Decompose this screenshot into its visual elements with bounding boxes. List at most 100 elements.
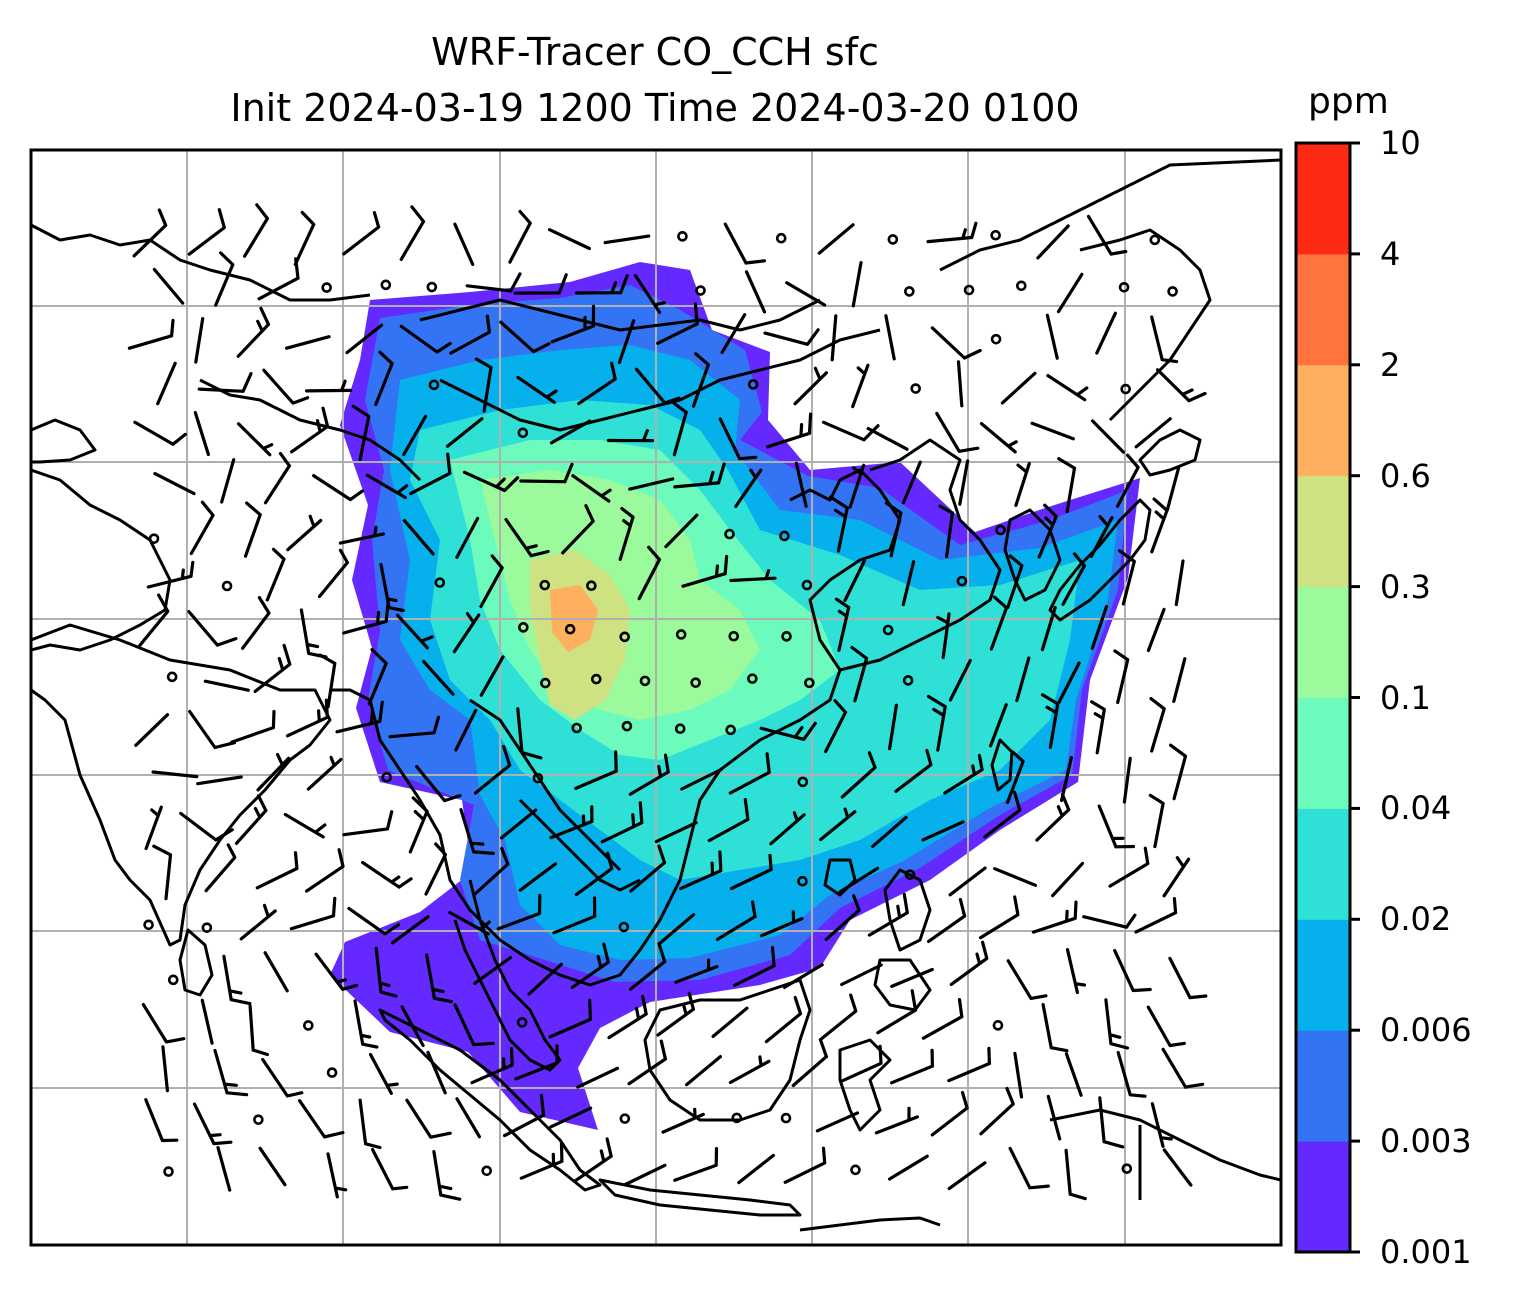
- wind-barb: [871, 816, 908, 848]
- calm-wind-circle: [481, 1165, 492, 1177]
- wind-barb: [358, 1098, 382, 1150]
- calm-wind-circle: [166, 671, 178, 683]
- wind-barb: [674, 958, 719, 984]
- wind-barb: [1036, 224, 1070, 260]
- wind-barb: [234, 794, 268, 845]
- wind-barb: [239, 903, 277, 941]
- wind-barb: [409, 452, 452, 496]
- wind-barb: [606, 429, 654, 443]
- wind-barb: [161, 1045, 169, 1093]
- calm-wind-circle: [618, 921, 630, 933]
- wind-barb: [518, 862, 558, 892]
- wind-barb: [824, 699, 848, 754]
- coastline-java: [598, 1178, 802, 1217]
- wind-barb: [152, 267, 185, 305]
- calm-wind-circle: [724, 528, 735, 540]
- coastline-caspian: [31, 418, 97, 464]
- wind-barb: [236, 306, 271, 358]
- colorbar-tick-label: 0.04: [1380, 789, 1452, 828]
- wind-barb: [733, 946, 776, 987]
- wind-barb: [448, 910, 491, 936]
- wind-barb: [1013, 1051, 1024, 1099]
- wind-barb: [459, 808, 495, 855]
- wind-barb: [1169, 743, 1188, 801]
- wind-barb: [503, 1093, 546, 1138]
- wind-barb: [473, 846, 510, 896]
- wind-barb: [763, 328, 820, 346]
- wind-barb: [628, 477, 675, 491]
- wind-barb: [948, 659, 972, 702]
- wind-barb: [513, 273, 568, 295]
- wind-barb: [1098, 1096, 1125, 1149]
- wind-barb: [445, 417, 484, 448]
- wind-barb: [618, 507, 635, 561]
- wind-barb: [1030, 421, 1075, 441]
- wind-barb: [989, 595, 1009, 651]
- wind-barb: [956, 360, 964, 408]
- wind-barb: [449, 314, 491, 355]
- wind-barb: [637, 545, 661, 601]
- wind-barb: [766, 412, 813, 449]
- wind-barb: [1065, 948, 1087, 995]
- colorbar-tick-label: 0.1: [1380, 678, 1431, 717]
- wind-barb: [876, 989, 918, 1035]
- calm-wind-circle: [990, 229, 1001, 241]
- wind-barb: [888, 1154, 929, 1181]
- calm-wind-circle: [804, 677, 815, 689]
- wind-barb: [152, 844, 173, 901]
- wind-barb: [465, 272, 522, 293]
- wind-barb: [134, 713, 170, 747]
- wind-barb: [948, 866, 987, 897]
- wind-barb: [720, 313, 747, 354]
- border-mongolia-china: [439, 328, 881, 432]
- colorbar-tick-label: 0.3: [1380, 567, 1431, 606]
- wind-barb: [141, 1002, 186, 1044]
- wind-barb: [220, 458, 236, 504]
- calm-wind-circle: [167, 974, 179, 986]
- colorbar-unit-label: ppm: [1308, 81, 1389, 122]
- coastline-sri-lanka: [178, 928, 214, 997]
- wind-barb: [576, 1066, 620, 1089]
- calm-wind-circle: [731, 1112, 743, 1124]
- wind-barb: [729, 569, 777, 583]
- wind-barb: [819, 993, 858, 1041]
- calm-wind-circle: [221, 580, 233, 592]
- coastline-japan-honshu: [1048, 498, 1152, 622]
- wind-barb: [263, 951, 289, 993]
- wind-barb: [764, 995, 803, 1044]
- calm-wind-circle: [995, 524, 1006, 536]
- wind-barb: [470, 1047, 514, 1085]
- border-northern: [31, 223, 371, 302]
- wind-barb: [204, 843, 237, 893]
- border-indochina: [518, 798, 641, 892]
- calm-wind-circle: [1016, 280, 1027, 292]
- wind-barb: [793, 366, 828, 406]
- wind-barb: [734, 468, 763, 508]
- calm-wind-circle: [690, 677, 701, 688]
- calm-wind-circle: [639, 675, 651, 687]
- wind-barb: [400, 1005, 425, 1048]
- wind-barb: [1041, 1002, 1069, 1053]
- wind-barb: [258, 1146, 287, 1187]
- wind-barb: [1015, 656, 1031, 703]
- wind-barb: [921, 820, 965, 842]
- wind-barb: [829, 495, 849, 553]
- calm-wind-circle: [586, 580, 597, 592]
- wind-barb: [1045, 313, 1059, 360]
- wind-barb: [874, 1106, 919, 1135]
- calm-wind-circle: [590, 673, 602, 685]
- wind-barb: [819, 807, 857, 842]
- wind-barb: [473, 744, 512, 795]
- coastline-borneo: [643, 978, 812, 1122]
- calm-wind-circle: [779, 530, 790, 542]
- wind-barb: [628, 753, 670, 796]
- wind-barb: [979, 422, 1018, 454]
- wind-barb: [187, 208, 226, 256]
- wind-barb: [890, 967, 934, 988]
- wind-barb: [1082, 913, 1137, 929]
- wind-barb: [305, 848, 345, 893]
- wind-barb: [138, 593, 170, 647]
- wind-barb: [958, 459, 970, 506]
- wind-barb: [353, 999, 379, 1049]
- calm-wind-circle: [532, 772, 544, 784]
